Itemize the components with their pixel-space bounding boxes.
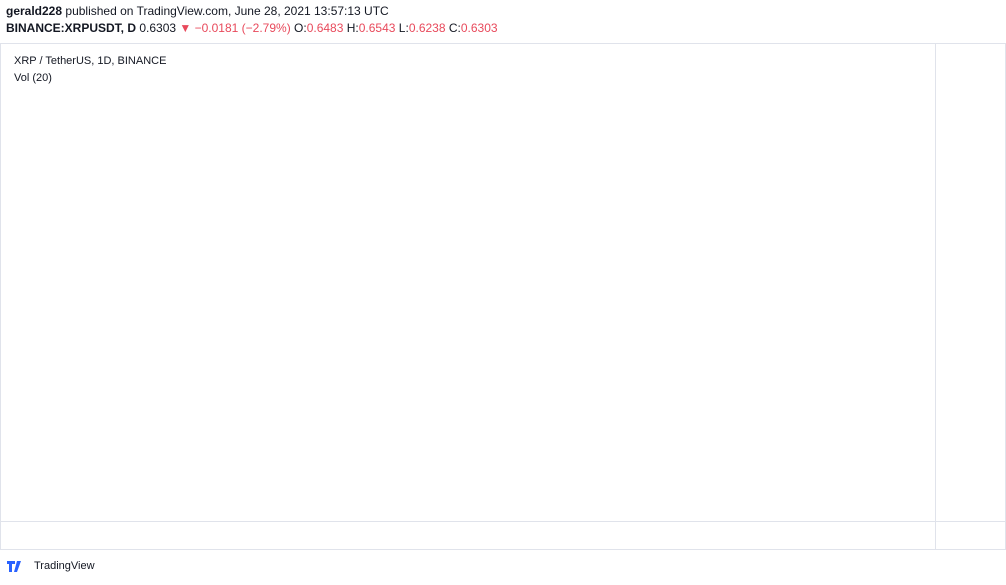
symbol: BINANCE:XRPUSDT, D [6, 21, 136, 35]
author: gerald228 [6, 4, 62, 18]
h-key: H: [347, 21, 359, 35]
o-key: O: [294, 21, 307, 35]
l-key: L: [399, 21, 409, 35]
brand-logo [7, 561, 21, 572]
price: 0.6303 [139, 21, 176, 35]
c-key: C: [449, 21, 461, 35]
header-line-1: gerald228 published on TradingView.com, … [6, 4, 389, 18]
h-val: 0.6543 [359, 21, 396, 35]
c-val: 0.6303 [461, 21, 498, 35]
brand-name: TradingView [34, 560, 95, 572]
brand: TradingView [7, 560, 95, 572]
l-val: 0.6238 [409, 21, 446, 35]
published: published on TradingView.com, June 28, 2… [65, 4, 389, 18]
change: ▼ −0.0181 (−2.79%) [179, 21, 290, 35]
header-line-2: BINANCE:XRPUSDT, D 0.6303 ▼ −0.0181 (−2.… [6, 21, 498, 35]
o-val: 0.6483 [307, 21, 344, 35]
volume-label: Vol (20) [14, 72, 52, 84]
chart-title: XRP / TetherUS, 1D, BINANCE [14, 55, 166, 67]
